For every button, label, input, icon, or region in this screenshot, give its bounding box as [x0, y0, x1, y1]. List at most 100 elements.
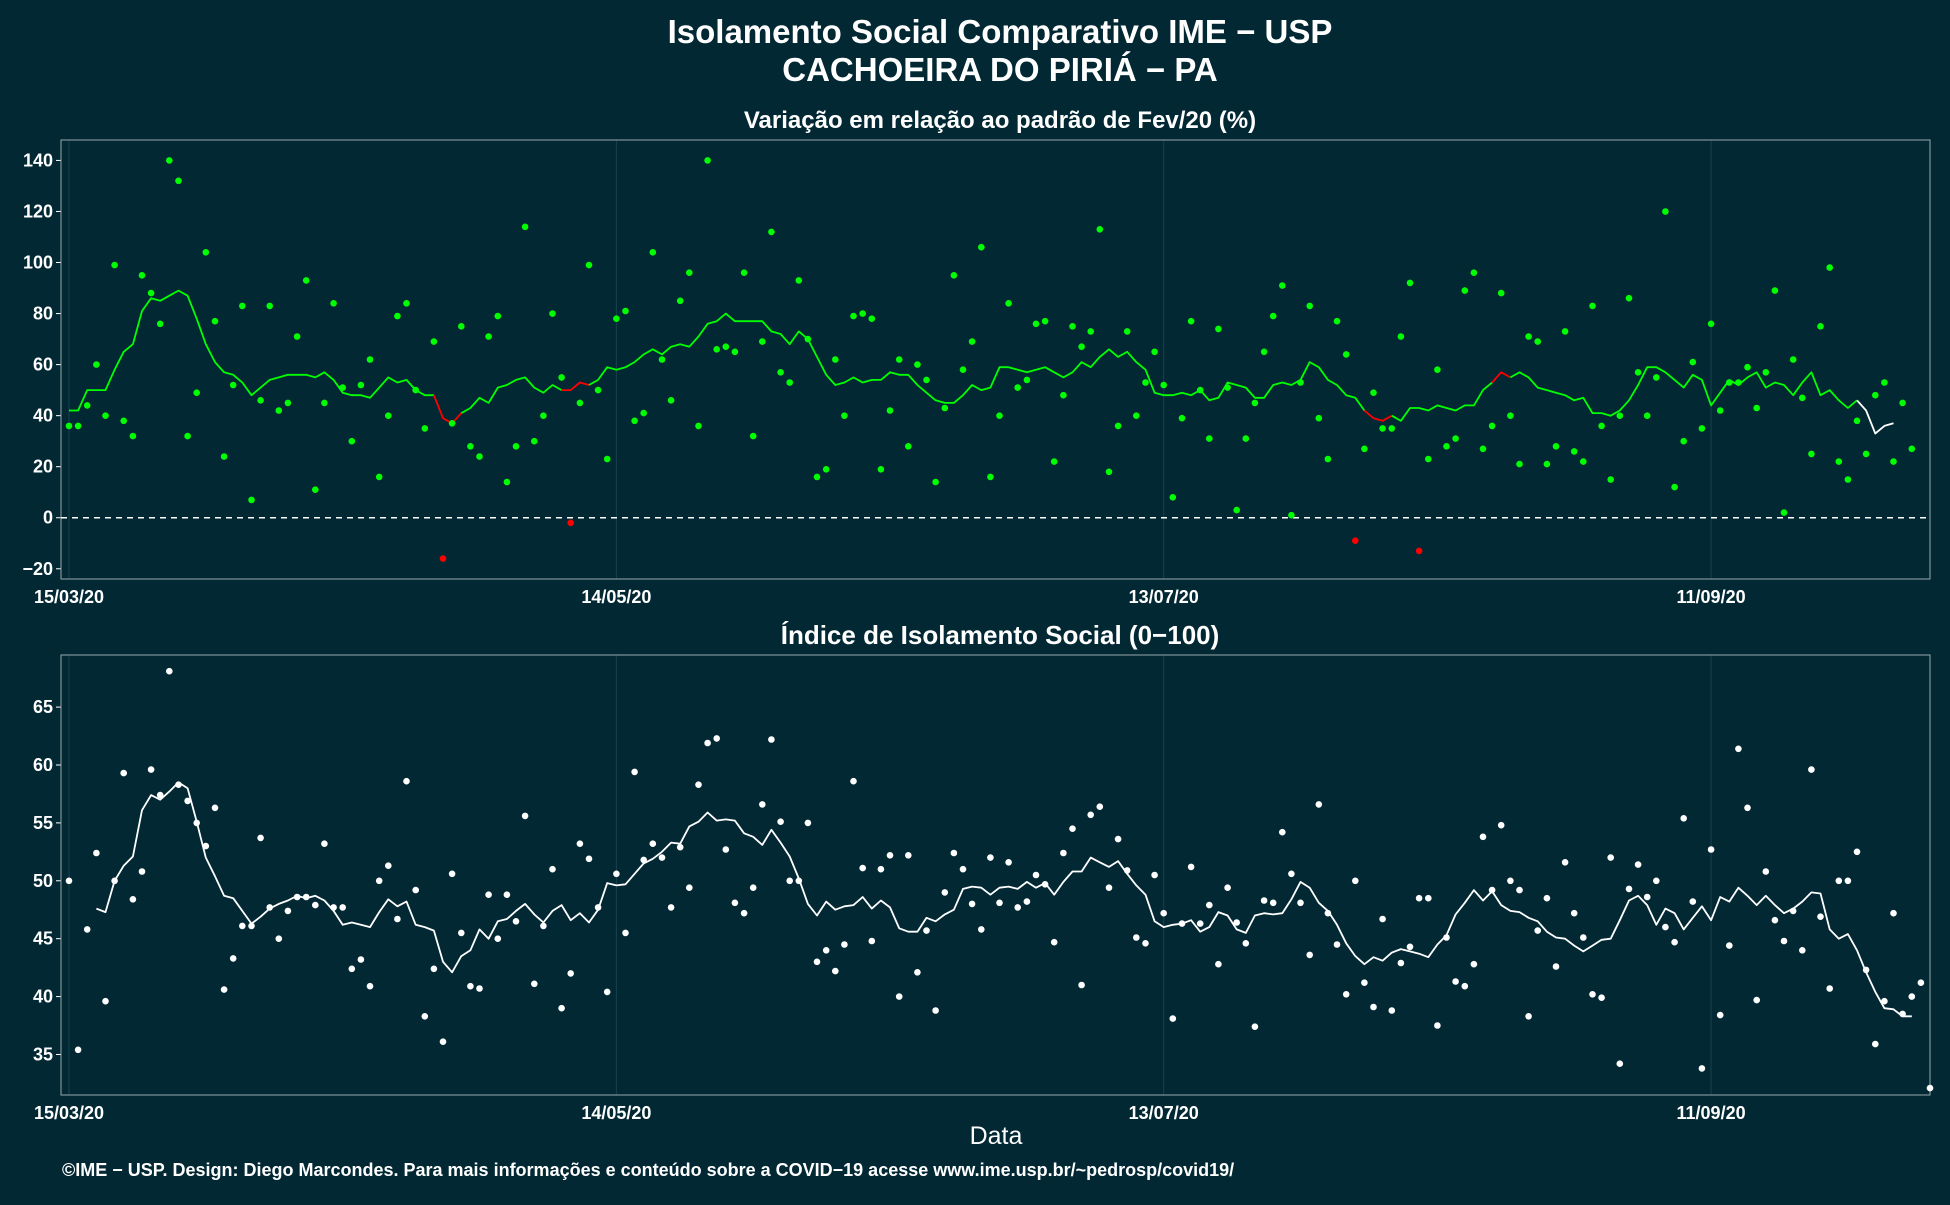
data-point: [1060, 849, 1067, 857]
data-point: [330, 300, 337, 307]
data-point: [348, 965, 356, 973]
data-point: [375, 473, 383, 481]
data-point: [576, 399, 584, 407]
data-point: [1288, 870, 1295, 878]
data-point: [1178, 414, 1186, 422]
data-point: [1698, 1065, 1706, 1072]
data-point: [540, 412, 547, 420]
data-point: [1242, 435, 1250, 442]
data-point: [1014, 904, 1021, 911]
data-point: [485, 891, 492, 898]
data-point: [968, 900, 976, 908]
data-point: [905, 443, 912, 450]
data-point: [558, 1004, 565, 1012]
data-point: [932, 1007, 939, 1014]
moving-average-line: [460, 376, 563, 414]
data-point: [357, 381, 365, 389]
data-point: [859, 864, 866, 872]
data-point: [1425, 894, 1432, 902]
data-point: [1443, 443, 1450, 450]
data-point: [640, 856, 647, 864]
data-point: [448, 420, 456, 427]
data-point: [1160, 381, 1167, 389]
data-point: [1634, 369, 1642, 376]
data-point: [521, 812, 529, 820]
data-point: [102, 997, 109, 1005]
data-point: [385, 412, 392, 420]
data-point: [622, 929, 629, 937]
data-point: [1525, 1013, 1532, 1020]
data-point: [877, 466, 885, 473]
data-point: [184, 432, 191, 440]
data-point: [1853, 848, 1861, 856]
data-point: [1251, 1023, 1259, 1030]
data-point: [1434, 1022, 1441, 1029]
data-point: [1488, 422, 1496, 430]
data-point: [1060, 391, 1067, 399]
data-point: [1643, 893, 1651, 901]
data-point: [348, 437, 356, 445]
data-point: [248, 922, 255, 930]
data-point: [1105, 884, 1113, 891]
data-point: [1817, 913, 1824, 920]
data-point: [868, 315, 876, 323]
data-point: [1580, 458, 1587, 465]
data-point: [594, 386, 602, 394]
data-point: [1570, 909, 1578, 917]
data-point: [503, 478, 511, 486]
data-point: [1133, 934, 1140, 941]
data-point: [1196, 920, 1204, 927]
data-point: [1297, 899, 1304, 907]
data-point: [156, 791, 164, 799]
data-point: [1689, 358, 1697, 366]
bottom-panel: 15/03/20 14/05/20 13/07/20 11/09/20 35 40 45 50…: [33, 654, 1934, 1123]
data-point: [531, 980, 538, 988]
data-point: [1707, 846, 1715, 853]
data-point: [284, 399, 292, 407]
data-point: [1151, 348, 1158, 356]
data-point: [74, 1046, 82, 1054]
data-point: [895, 993, 903, 1000]
data-point: [622, 307, 629, 315]
data-point: [120, 769, 127, 777]
data-point: [1215, 325, 1222, 333]
data-point: [1808, 766, 1815, 773]
data-point: [1041, 881, 1049, 888]
data-point: [1589, 991, 1596, 998]
data-point: [1370, 389, 1377, 397]
data-point: [1224, 384, 1231, 391]
data-point: [1050, 938, 1058, 946]
data-point: [1890, 458, 1897, 465]
data-point: [704, 739, 711, 747]
data-point: [987, 854, 994, 861]
moving-average-line: [1856, 399, 1894, 435]
data-point: [786, 877, 793, 885]
data-point: [686, 884, 693, 891]
data-point: [1771, 916, 1779, 924]
data-point: [868, 937, 876, 945]
moving-average-line: [1491, 371, 1511, 384]
x-tick-label: 11/09/20: [1677, 1103, 1746, 1123]
data-point: [1023, 898, 1031, 905]
data-point: [1087, 328, 1094, 335]
y-tick-label: 60: [33, 755, 53, 775]
data-point: [1315, 801, 1323, 808]
data-point: [147, 289, 155, 297]
data-point: [1616, 1060, 1624, 1067]
data-point: [1169, 494, 1177, 501]
data-point: [1196, 386, 1204, 394]
data-point: [658, 356, 666, 363]
data-point: [229, 955, 237, 962]
x-tick-label: 13/07/20: [1129, 1103, 1199, 1123]
data-point: [312, 901, 319, 909]
data-point: [1187, 317, 1195, 325]
data-point: [740, 909, 748, 917]
x-tick-label: 15/03/20: [34, 587, 104, 607]
data-point: [1926, 1084, 1934, 1092]
data-point: [576, 840, 584, 847]
data-point: [1333, 941, 1341, 948]
data-point: [1078, 343, 1085, 351]
data-point: [1908, 445, 1916, 453]
data-point: [1899, 1010, 1906, 1018]
